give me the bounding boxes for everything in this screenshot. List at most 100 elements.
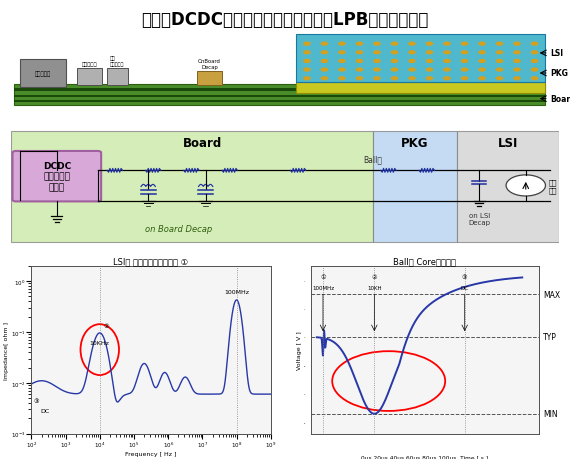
Circle shape <box>303 51 311 56</box>
Circle shape <box>390 68 398 73</box>
Text: DC: DC <box>461 285 469 291</box>
Circle shape <box>443 60 451 64</box>
Circle shape <box>390 51 398 56</box>
Text: 0us 20us 40us 60us 80us 100us  Time [ s ]: 0us 20us 40us 60us 80us 100us Time [ s ] <box>361 454 488 459</box>
Circle shape <box>320 60 328 64</box>
Y-axis label: Voltage [ V ]: Voltage [ V ] <box>297 330 302 369</box>
Bar <box>197 72 222 86</box>
Circle shape <box>426 77 433 81</box>
Text: ②: ② <box>104 323 109 328</box>
Bar <box>296 83 545 94</box>
Text: 動作
電流: 動作 電流 <box>549 179 557 193</box>
Circle shape <box>356 68 363 73</box>
Circle shape <box>426 68 433 73</box>
Bar <box>14 95 545 98</box>
Bar <box>457 131 559 243</box>
Circle shape <box>461 68 469 73</box>
Circle shape <box>478 68 486 73</box>
Circle shape <box>478 42 486 47</box>
Text: MIN: MIN <box>543 409 558 418</box>
Circle shape <box>373 68 381 73</box>
Circle shape <box>426 42 433 47</box>
Circle shape <box>461 42 469 47</box>
Circle shape <box>531 77 538 81</box>
Circle shape <box>461 51 469 56</box>
Text: 10KHz: 10KHz <box>90 340 109 345</box>
Y-axis label: Impedance[ ohm ]: Impedance[ ohm ] <box>5 321 9 379</box>
Circle shape <box>461 60 469 64</box>
Circle shape <box>426 51 433 56</box>
Text: 10KH: 10KH <box>367 285 382 291</box>
Text: ①: ① <box>320 274 326 279</box>
Bar <box>77 69 101 86</box>
Circle shape <box>338 60 346 64</box>
Circle shape <box>303 68 311 73</box>
Circle shape <box>303 77 311 81</box>
Circle shape <box>506 175 545 196</box>
Text: ③: ③ <box>462 274 467 279</box>
Circle shape <box>320 68 328 73</box>
Circle shape <box>408 77 416 81</box>
Circle shape <box>461 77 469 81</box>
Bar <box>296 35 545 83</box>
Circle shape <box>426 60 433 64</box>
Bar <box>107 69 128 86</box>
Text: LSI: LSI <box>498 137 518 150</box>
Circle shape <box>390 42 398 47</box>
Bar <box>14 84 545 106</box>
Text: on LSI
Decap: on LSI Decap <box>469 213 490 226</box>
Text: DC: DC <box>40 409 50 414</box>
FancyBboxPatch shape <box>13 151 101 202</box>
Circle shape <box>443 51 451 56</box>
Text: Ball端: Ball端 <box>363 155 382 164</box>
Circle shape <box>496 60 503 64</box>
Circle shape <box>303 60 311 64</box>
Text: インダクタ: インダクタ <box>82 62 97 67</box>
X-axis label: Frequency [ Hz ]: Frequency [ Hz ] <box>125 451 177 456</box>
Circle shape <box>478 77 486 81</box>
Text: PKG: PKG <box>551 69 568 78</box>
Circle shape <box>338 77 346 81</box>
Circle shape <box>320 77 328 81</box>
Bar <box>14 89 545 91</box>
Circle shape <box>408 42 416 47</box>
Circle shape <box>356 77 363 81</box>
Circle shape <box>531 68 538 73</box>
Circle shape <box>478 60 486 64</box>
Title: Ball端 Core電源電圧: Ball端 Core電源電圧 <box>393 257 456 265</box>
Text: LSI: LSI <box>551 49 564 58</box>
Circle shape <box>320 51 328 56</box>
Circle shape <box>373 42 381 47</box>
Circle shape <box>408 68 416 73</box>
Circle shape <box>390 77 398 81</box>
Circle shape <box>320 42 328 47</box>
Circle shape <box>408 60 416 64</box>
Circle shape <box>373 51 381 56</box>
Circle shape <box>531 51 538 56</box>
Text: コンバータ: コンバータ <box>35 71 51 77</box>
Circle shape <box>356 60 363 64</box>
Circle shape <box>443 77 451 81</box>
Bar <box>14 101 545 102</box>
Circle shape <box>408 51 416 56</box>
Text: TYP: TYP <box>543 333 557 341</box>
Bar <box>11 131 373 243</box>
Circle shape <box>356 42 363 47</box>
Circle shape <box>373 77 381 81</box>
Circle shape <box>513 77 521 81</box>
Circle shape <box>496 68 503 73</box>
Circle shape <box>338 51 346 56</box>
Circle shape <box>356 51 363 56</box>
Text: 独自のDCDCコンバータモデリング、LPB一体解析技術: 独自のDCDCコンバータモデリング、LPB一体解析技術 <box>141 11 429 29</box>
Circle shape <box>513 60 521 64</box>
Circle shape <box>496 42 503 47</box>
Text: ②: ② <box>372 274 377 279</box>
Text: DCDC
コンバータ
モデル: DCDC コンバータ モデル <box>43 162 71 192</box>
Text: 出力
コンデンサ: 出力 コンデンサ <box>110 56 124 67</box>
Circle shape <box>496 77 503 81</box>
Circle shape <box>513 51 521 56</box>
Text: PKG: PKG <box>401 137 429 150</box>
Circle shape <box>531 60 538 64</box>
Text: MAX: MAX <box>543 290 560 299</box>
Text: Board: Board <box>551 95 570 104</box>
